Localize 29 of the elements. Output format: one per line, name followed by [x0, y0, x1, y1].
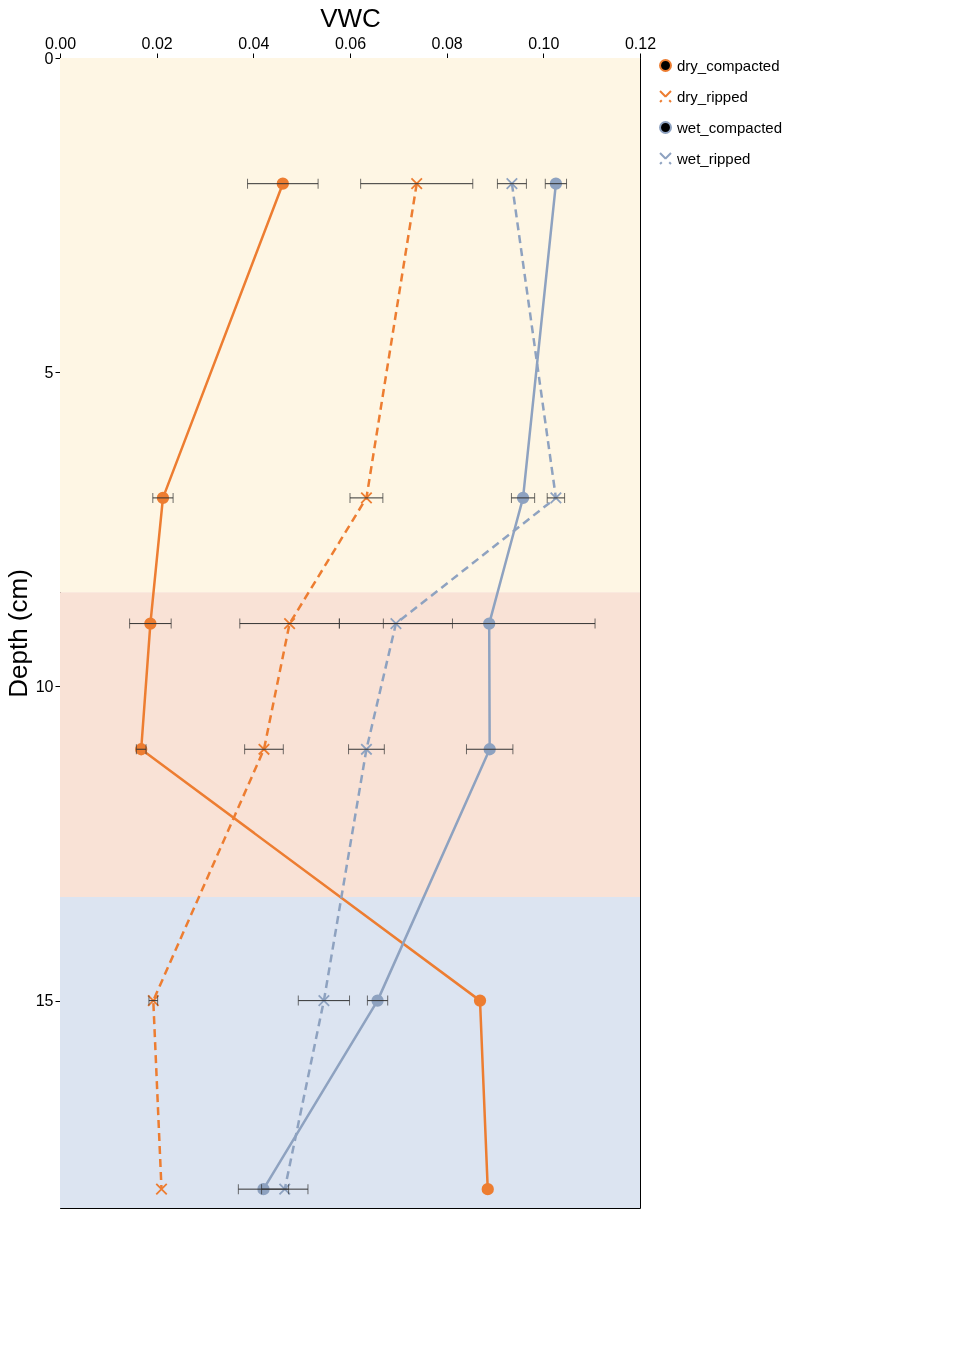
- x-tick-label: 0.04: [238, 34, 270, 52]
- x-tick-label: 0.12: [624, 34, 657, 52]
- point: [360, 491, 373, 505]
- legend-label: wet_compacted: [676, 118, 783, 136]
- point: [278, 1183, 291, 1196]
- legend-label: dry_compacted: [677, 56, 780, 74]
- legend-label: dry_ripped: [677, 87, 748, 105]
- point: [155, 1183, 168, 1196]
- point: [283, 617, 296, 630]
- y-tick-label: 0: [44, 49, 54, 67]
- point: [389, 617, 403, 630]
- x-tick-label: 0.06: [334, 34, 367, 52]
- y-tick-label: 5: [44, 363, 54, 381]
- point: [410, 177, 423, 190]
- x-tick-label: 0.00: [44, 34, 77, 52]
- x-tick-label: 0.02: [141, 34, 173, 52]
- y-tick-label: 15: [35, 992, 54, 1010]
- point: [360, 743, 373, 756]
- y-axis-title: Depth (cm): [2, 569, 33, 698]
- point: [473, 994, 487, 1007]
- point: [505, 177, 519, 190]
- y-tick-label: 10: [35, 677, 54, 695]
- x-tick-label: 0.08: [431, 34, 463, 52]
- point: [317, 994, 331, 1007]
- legend-label: wet_ripped: [676, 149, 751, 167]
- point: [481, 1183, 494, 1196]
- x-axis-title: VWC: [320, 2, 381, 33]
- x-tick-label: 0.10: [528, 34, 560, 52]
- point: [257, 743, 271, 756]
